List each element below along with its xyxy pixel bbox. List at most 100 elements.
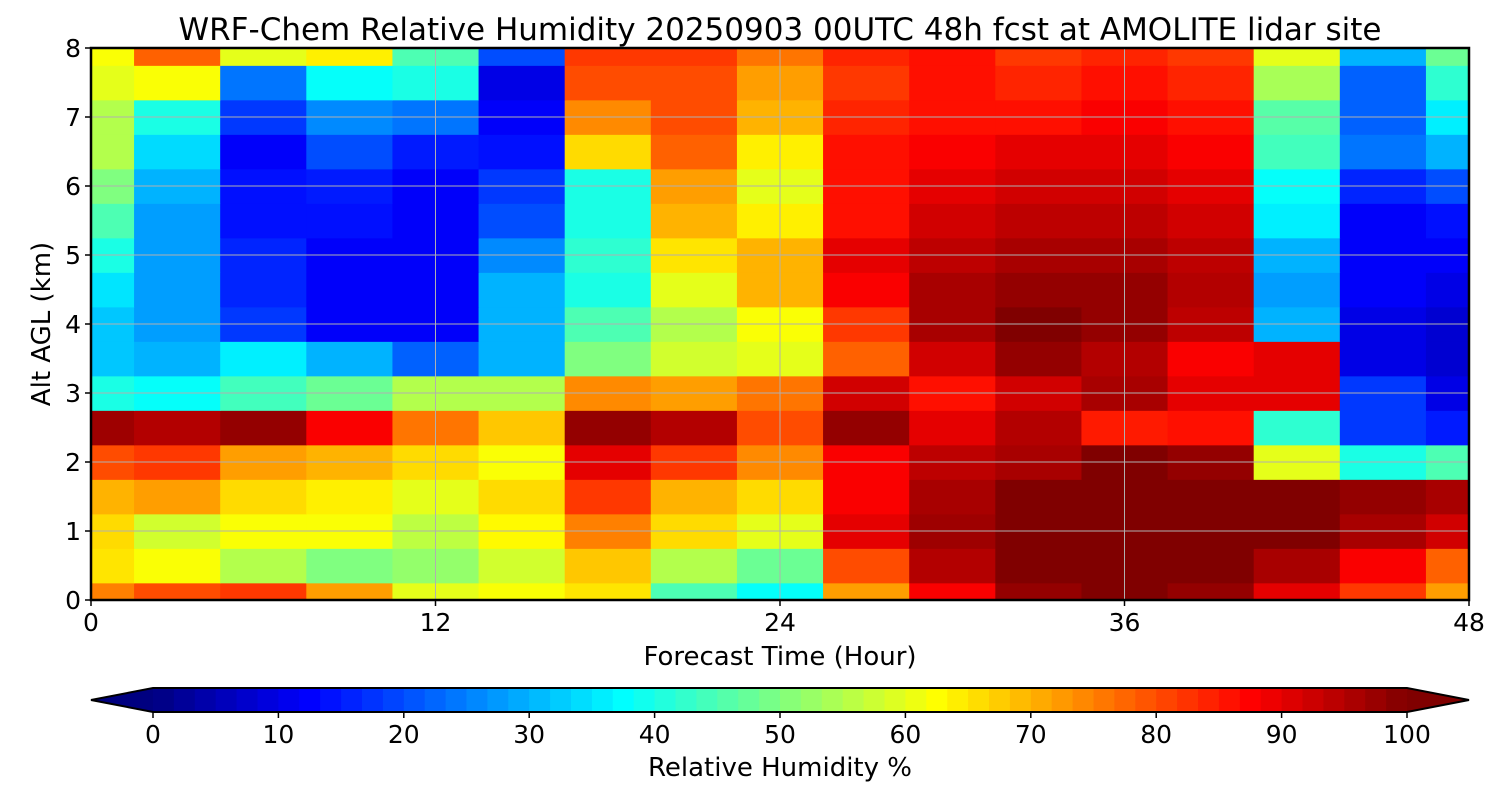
colorbar-segment [947, 688, 969, 712]
heatmap-cell [306, 582, 394, 600]
colorbar-segment [1156, 688, 1178, 712]
x-axis-label: Forecast Time (Hour) [643, 642, 916, 672]
heatmap-cell [306, 410, 394, 446]
heatmap-cell [91, 410, 135, 446]
heatmap-cell [1167, 548, 1255, 584]
heatmap-cell [823, 203, 910, 239]
heatmap-cell [220, 203, 307, 239]
y-axis-label: Alt AGL (km) [27, 242, 57, 406]
heatmap-cell [650, 134, 738, 170]
heatmap-cell [134, 341, 221, 377]
heatmap-cell [1253, 134, 1341, 170]
colorbar-segment [884, 688, 906, 712]
colorbar-ticks: 0 10 20 30 40 50 60 70 80 90 100 [145, 712, 1431, 749]
colorbar-segment [341, 688, 363, 712]
colorbar-segment [403, 688, 426, 712]
colorbar-segment [968, 688, 990, 712]
heatmap-cell [1167, 203, 1255, 239]
colorbar-segment [1009, 688, 1032, 712]
colorbar [90, 687, 1470, 713]
heatmap-cell [1253, 479, 1341, 515]
heatmap-cell [91, 203, 135, 239]
colorbar-segment [1177, 688, 1199, 712]
colorbar-segment [1198, 688, 1220, 712]
colorbar-segment [1302, 688, 1324, 712]
heatmap-cell [995, 479, 1083, 515]
colorbar-segment [550, 688, 572, 712]
heatmap-cell [823, 48, 910, 66]
heatmap-cell [306, 203, 394, 239]
heatmap-cell [909, 65, 996, 101]
heatmap-cell [134, 134, 221, 170]
colorbar-segment [696, 688, 718, 712]
heatmap-cell [134, 479, 221, 515]
colorbar-segment [278, 688, 300, 712]
colorbar-segment [1051, 688, 1074, 712]
heatmap-cell [823, 479, 910, 515]
heatmap-cell [650, 341, 738, 377]
colorbar-segment [1281, 688, 1303, 712]
heatmap-cell [650, 410, 738, 446]
heatmap-cell [1167, 341, 1255, 377]
heatmap-cell [909, 272, 996, 308]
heatmap-cell [564, 341, 652, 377]
heatmap-cell [134, 582, 221, 600]
colorbar-segment [821, 688, 844, 712]
heatmap-cell [134, 48, 221, 66]
heatmap-cell [1167, 48, 1255, 66]
colorbar-segment [153, 688, 175, 712]
y-tick-label: 2 [65, 448, 81, 477]
heatmap-cell [134, 548, 221, 584]
colorbar-segment [571, 688, 593, 712]
heatmap-cell [995, 203, 1083, 239]
heatmap-cell [306, 134, 394, 170]
colorbar-segment [508, 688, 530, 712]
x-tick-label: 0 [83, 608, 99, 637]
heatmap-cell [564, 48, 652, 66]
colorbar-segment [1260, 688, 1283, 712]
heatmap-cell [909, 134, 996, 170]
colorbar-segment [320, 688, 342, 712]
heatmap-cell [91, 341, 135, 377]
heatmap-cell [564, 65, 652, 101]
colorbar-segment [780, 688, 802, 712]
heatmap-cell [564, 134, 652, 170]
heatmap-cell [91, 65, 135, 101]
plot-area [91, 48, 1469, 600]
heatmap-cell [306, 272, 394, 308]
colorbar-tick-label: 90 [1266, 720, 1298, 749]
heatmap-cell [134, 203, 221, 239]
heatmap-cell [1425, 48, 1469, 66]
heatmap-cell [1339, 65, 1427, 101]
x-axis: 0 12 24 36 48 [83, 600, 1485, 637]
heatmap-cell [478, 341, 566, 377]
heatmap-cell [909, 410, 996, 446]
heatmap-cell [478, 65, 566, 101]
colorbar-tick-label: 0 [145, 720, 161, 749]
colorbar-segment [1323, 688, 1345, 712]
colorbar-segment [173, 688, 196, 712]
heatmap-cell [823, 582, 910, 600]
gridlines [91, 48, 1469, 600]
heatmap-cell [1253, 548, 1341, 584]
heatmap-cell [1339, 410, 1427, 446]
y-tick-label: 6 [65, 172, 81, 201]
heatmap-cell [995, 582, 1083, 600]
colorbar-segment [717, 688, 739, 712]
heatmap-cell [909, 582, 996, 600]
heatmap-cell [478, 582, 566, 600]
colorbar-segment [424, 688, 447, 712]
colorbar-segment [362, 688, 384, 712]
y-tick-label: 8 [65, 34, 81, 63]
colorbar-segment [1093, 688, 1115, 712]
heatmap-cell [995, 48, 1083, 66]
colorbar-segment [1030, 688, 1053, 712]
colorbar-segment [612, 688, 635, 712]
chart-title: WRF-Chem Relative Humidity 20250903 00UT… [178, 12, 1381, 48]
heatmap-cell [1339, 272, 1427, 308]
x-tick-label: 12 [420, 608, 452, 637]
colorbar-segment [466, 688, 488, 712]
heatmap-cell [1339, 48, 1427, 66]
heatmap-cell [1253, 582, 1341, 600]
